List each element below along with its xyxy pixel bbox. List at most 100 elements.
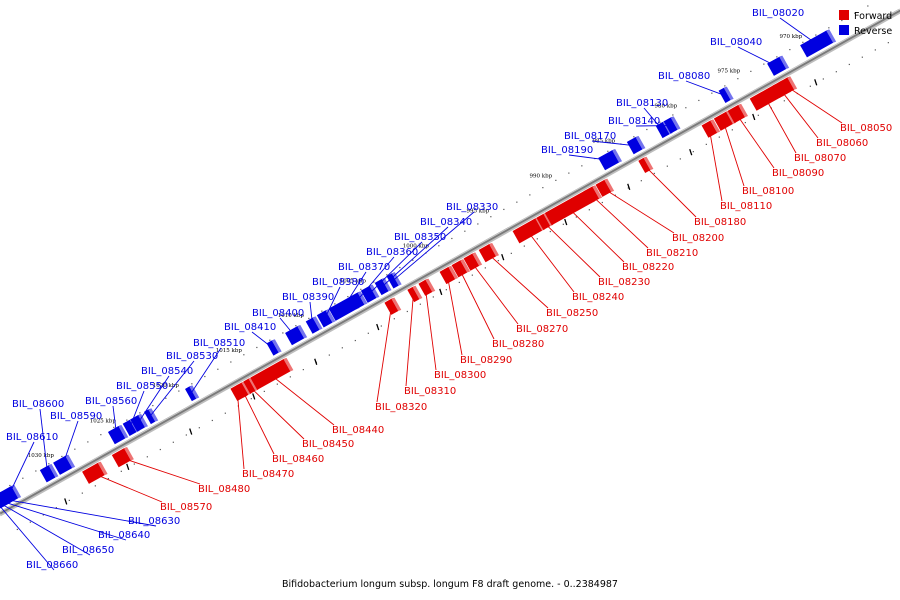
track-dot-forward — [809, 85, 811, 87]
scale-tick-mark — [376, 323, 380, 331]
forward-gene — [638, 156, 654, 174]
track-dot-forward — [81, 492, 83, 494]
track-dot-reverse — [555, 179, 557, 181]
track-dot-forward — [68, 499, 70, 501]
reverse-gene-label: BIL_08610 — [6, 432, 58, 443]
reverse-gene-label: BIL_08130 — [616, 98, 668, 109]
track-dot-reverse — [360, 288, 362, 290]
track-dot-reverse — [373, 281, 375, 283]
forward-leader-line — [543, 221, 601, 278]
track-dot-forward — [120, 470, 122, 472]
track-dot-forward — [861, 56, 863, 58]
forward-gene — [82, 461, 108, 484]
track-dot-reverse — [633, 136, 635, 138]
track-dot-forward — [354, 339, 356, 342]
reverse-gene-label: BIL_08550 — [116, 381, 168, 392]
scale-tick-label: 980 kbp — [655, 104, 678, 110]
legend-forward-swatch — [839, 10, 849, 20]
reverse-gene — [305, 316, 323, 334]
reverse-gene — [122, 418, 140, 437]
reverse-gene — [663, 116, 681, 134]
forward-gene — [544, 189, 595, 226]
track-dot-reverse — [334, 303, 336, 305]
track-dot-reverse — [61, 455, 63, 458]
track-dot-reverse — [802, 41, 804, 43]
reverse-gene-label: BIL_08590 — [50, 411, 102, 422]
track-dot-forward — [42, 514, 44, 516]
forward-gene-label: BIL_08050 — [840, 123, 892, 134]
gene-labels: BIL_08020 BIL_08040 BIL_08080 BIL_08130 BIL_… — [6, 8, 892, 571]
track-dot-forward — [263, 390, 265, 393]
reverse-gene-label: BIL_08650 — [62, 545, 114, 556]
track-dot-reverse — [126, 419, 128, 421]
forward-gene — [749, 83, 785, 111]
track-dot-forward — [523, 245, 525, 247]
forward-leader-line — [241, 389, 275, 455]
track-dot-forward — [614, 194, 616, 196]
forward-gene-label: BIL_08290 — [460, 355, 512, 366]
reverse-gene-label: BIL_08600 — [12, 399, 64, 410]
scale-tick-label: 975 kbp — [718, 68, 741, 74]
forward-leader-line — [249, 385, 305, 440]
track-dot-reverse — [191, 383, 193, 385]
reverse-gene — [386, 272, 402, 289]
track-dot-forward — [445, 289, 447, 291]
track-dot-reverse — [750, 70, 752, 72]
reverse-gene-label: BIL_08080 — [658, 71, 710, 82]
reverse-gene-label: BIL_08170 — [564, 131, 616, 142]
reverse-gene — [53, 454, 76, 475]
scale-tick-label: 1010 kbp — [278, 313, 305, 319]
track-dot-forward — [640, 180, 642, 182]
track-dot-reverse — [542, 187, 544, 189]
track-dot-reverse — [581, 165, 583, 167]
forward-gene — [713, 110, 736, 131]
track-dot-reverse — [22, 477, 24, 479]
forward-gene — [439, 265, 459, 285]
scale-tick-label: 990 kbp — [530, 174, 553, 180]
track-dot-reverse — [659, 121, 661, 123]
scale-tick-mark — [252, 393, 256, 400]
track-dot-forward — [887, 42, 889, 44]
forward-leader-line — [471, 261, 519, 325]
forward-leader-line — [603, 188, 675, 234]
track-dot-forward — [705, 143, 707, 145]
track-dot-reverse — [321, 310, 323, 312]
track-dot-forward — [588, 209, 590, 211]
reverse-gene-label: BIL_08630 — [128, 516, 180, 527]
forward-gene-label: BIL_08070 — [794, 153, 846, 164]
track-dot-reverse — [282, 332, 284, 334]
track-dot-reverse — [35, 470, 37, 472]
reverse-gene — [767, 55, 790, 76]
label-leaders — [0, 17, 843, 571]
track-dot-forward — [549, 230, 551, 233]
track-dot-reverse — [9, 484, 11, 487]
legend-forward-label: Forward — [854, 11, 892, 22]
scale-tick-mark — [439, 288, 443, 296]
scale-tick-mark — [627, 183, 631, 191]
track-dot-forward — [250, 398, 252, 400]
reverse-gene — [800, 29, 837, 58]
forward-leader-line — [568, 207, 625, 263]
forward-leader-line — [405, 294, 414, 387]
track-dot-reverse — [386, 274, 388, 276]
forward-gene — [451, 259, 471, 278]
forward-gene-label: BIL_08310 — [404, 386, 456, 397]
track-dot-reverse — [243, 354, 245, 356]
track-dot-reverse — [646, 128, 648, 131]
scale-tick-label: 1005 kbp — [340, 279, 367, 285]
reverse-gene-label: BIL_08340 — [420, 217, 472, 228]
scale-tick-label: 1025 kbp — [90, 418, 117, 424]
track-dot-forward — [185, 434, 187, 436]
track-dot-forward — [484, 267, 486, 269]
track-dot-forward — [367, 332, 369, 334]
track-dot-reverse — [815, 34, 817, 36]
track-dot-forward — [146, 456, 148, 458]
reverse-gene — [144, 408, 159, 425]
reverse-gene — [328, 295, 360, 321]
reverse-gene — [39, 464, 59, 483]
forward-gene-label: BIL_08300 — [434, 370, 486, 381]
scale-tick-mark — [126, 463, 130, 471]
forward-gene — [250, 357, 294, 390]
track-dot-forward — [55, 507, 57, 509]
